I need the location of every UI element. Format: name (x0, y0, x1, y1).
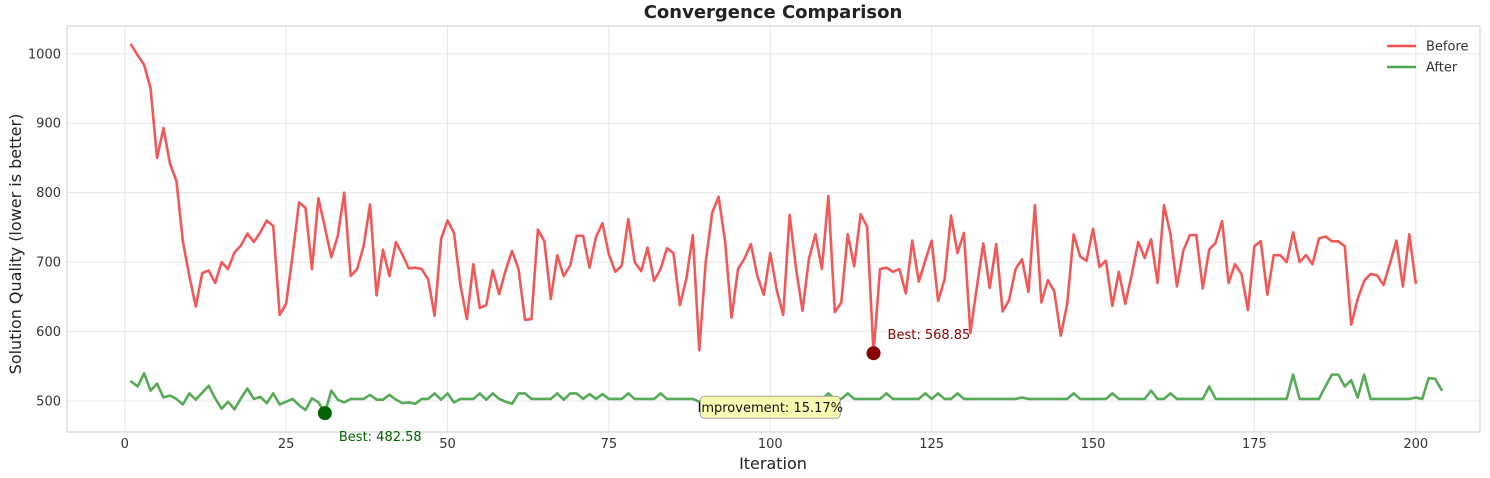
y-tick-label: 600 (36, 325, 61, 340)
plot-area (67, 26, 1480, 432)
x-tick-label: 25 (278, 437, 295, 452)
x-tick-label: 150 (1081, 437, 1106, 452)
x-axis-label: Iteration (739, 454, 807, 473)
x-tick-label: 200 (1403, 437, 1428, 452)
series-line-before (129, 43, 1418, 355)
legend-label-before: Before (1426, 40, 1469, 55)
y-tick-label: 800 (36, 186, 61, 201)
y-axis-label: Solution Quality (lower is better) (6, 114, 25, 375)
legend-label-after: After (1426, 61, 1458, 76)
best-before-label: Best: 568.85 (888, 328, 971, 343)
y-tick-label: 1000 (28, 47, 61, 62)
best-after-marker (317, 406, 332, 421)
x-tick-label: 75 (601, 437, 618, 452)
annotations: Best: 568.85 Best: 482.58 Improvement: 15.… (317, 328, 971, 445)
legend: Before After (1387, 40, 1469, 76)
y-tick-label: 500 (36, 395, 61, 410)
best-after-label: Best: 482.58 (339, 430, 422, 445)
chart-title: Convergence Comparison (644, 2, 903, 23)
y-tick-label: 900 (36, 117, 61, 132)
x-tick-label: 50 (439, 437, 456, 452)
tick-labels: 0 25 50 75 100 125 150 175 200 500 600 700 800 900 100… (28, 47, 1428, 452)
x-tick-label: 100 (758, 437, 783, 452)
improvement-label: Improvement: 15.17% (697, 401, 843, 416)
improvement-box (699, 395, 841, 419)
y-tick-label: 700 (36, 256, 61, 271)
x-tick-label: 0 (121, 437, 129, 452)
x-tick-label: 125 (919, 437, 944, 452)
x-tick-label: 175 (1242, 437, 1267, 452)
plot-frame (66, 25, 1481, 433)
best-before-marker (866, 346, 881, 361)
